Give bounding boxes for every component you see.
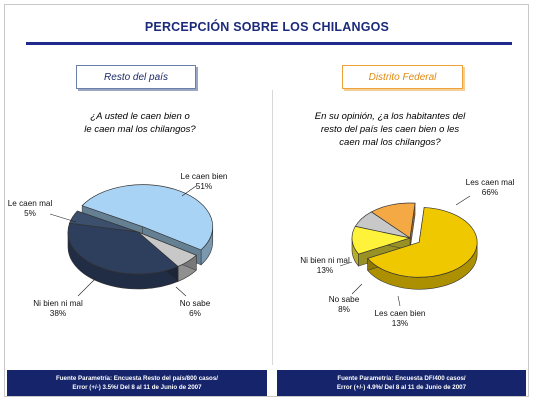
source-footer-left: Fuente Parametría: Encuesta Resto del pa… <box>7 370 267 396</box>
slice-les-caen-bien <box>351 225 412 255</box>
page-title: PERCEPCIÓN SOBRE LOS CHILANGOS <box>144 20 390 34</box>
value-ni-bien-ni-mal: 13% <box>317 266 333 275</box>
question-left: ¿A usted le caen bien o le caen mal los … <box>60 110 220 136</box>
slice-ni-bien-ni-mal <box>67 222 179 275</box>
leader-line-ni-bien-ni-mal <box>339 261 353 267</box>
label-les-caen-bien: Les caen bien <box>375 309 426 318</box>
question-right-line-1: En su opinión, ¿a los habitantes del <box>314 111 466 122</box>
title-underline <box>26 42 512 45</box>
value-les-caen-bien: 13% <box>392 319 408 328</box>
label-ni-bien-ni-mal: Ni bien ni mal <box>33 299 83 308</box>
label-les-caen-mal: Les caen mal <box>466 178 515 187</box>
label-ni-bien-ni-mal: Ni bien ni mal <box>300 256 350 265</box>
slice-le-caen-bien <box>81 184 214 251</box>
label-no-sabe: No sabe <box>180 299 211 308</box>
leader-line-le-caen-bien <box>181 185 197 197</box>
leader-line-les-caen-bien <box>397 295 401 307</box>
footer-left-line-2: Error (+/-) 3.5%/ Del 8 al 11 de Junio d… <box>72 384 202 391</box>
label-le-caen-bien: Le caen bien <box>181 172 228 181</box>
question-left-line-1: ¿A usted le caen bien o <box>90 111 190 122</box>
value-les-caen-mal: 66% <box>482 188 498 197</box>
value-ni-bien-ni-mal: 38% <box>50 309 66 318</box>
question-right-line-3: caen mal los chilangos? <box>339 137 441 148</box>
footer-left-line-1: Fuente Parametría: Encuesta Resto del pa… <box>56 375 218 382</box>
tab-resto-del-pais: Resto del país <box>76 65 196 89</box>
question-left-line-2: le caen mal los chilangos? <box>84 124 196 135</box>
leader-line-le-caen-mal <box>49 213 77 223</box>
source-footer-right: Fuente Parametría: Encuesta DF/400 casos… <box>277 370 526 396</box>
value-no-sabe: 8% <box>338 305 350 314</box>
slide-frame <box>4 4 529 397</box>
leader-line-ni-bien-ni-mal <box>77 277 97 297</box>
slice-les-caen-mal <box>367 207 478 278</box>
label-le-caen-mal: Le caen mal <box>8 199 53 208</box>
value-le-caen-mal: 5% <box>24 209 36 218</box>
footer-right-line-2: Error (+/-) 4.9%/ Del 8 al 11 de Junio d… <box>336 384 467 391</box>
leader-line-no-sabe <box>175 286 187 297</box>
panel-divider <box>272 90 273 365</box>
label-no-sabe: No sabe <box>329 295 360 304</box>
leader-line-les-caen-mal <box>455 195 471 206</box>
tab-distrito-federal: Distrito Federal <box>342 65 463 89</box>
leader-line-no-sabe <box>351 283 363 295</box>
question-right: En su opinión, ¿a los habitantes del res… <box>300 110 480 149</box>
footer-right-line-1: Fuente Parametría: Encuesta DF/400 casos… <box>337 375 466 382</box>
value-no-sabe: 6% <box>189 309 201 318</box>
value-le-caen-bien: 51% <box>196 182 212 191</box>
question-right-line-2: resto del país les caen bien o les <box>320 124 460 135</box>
